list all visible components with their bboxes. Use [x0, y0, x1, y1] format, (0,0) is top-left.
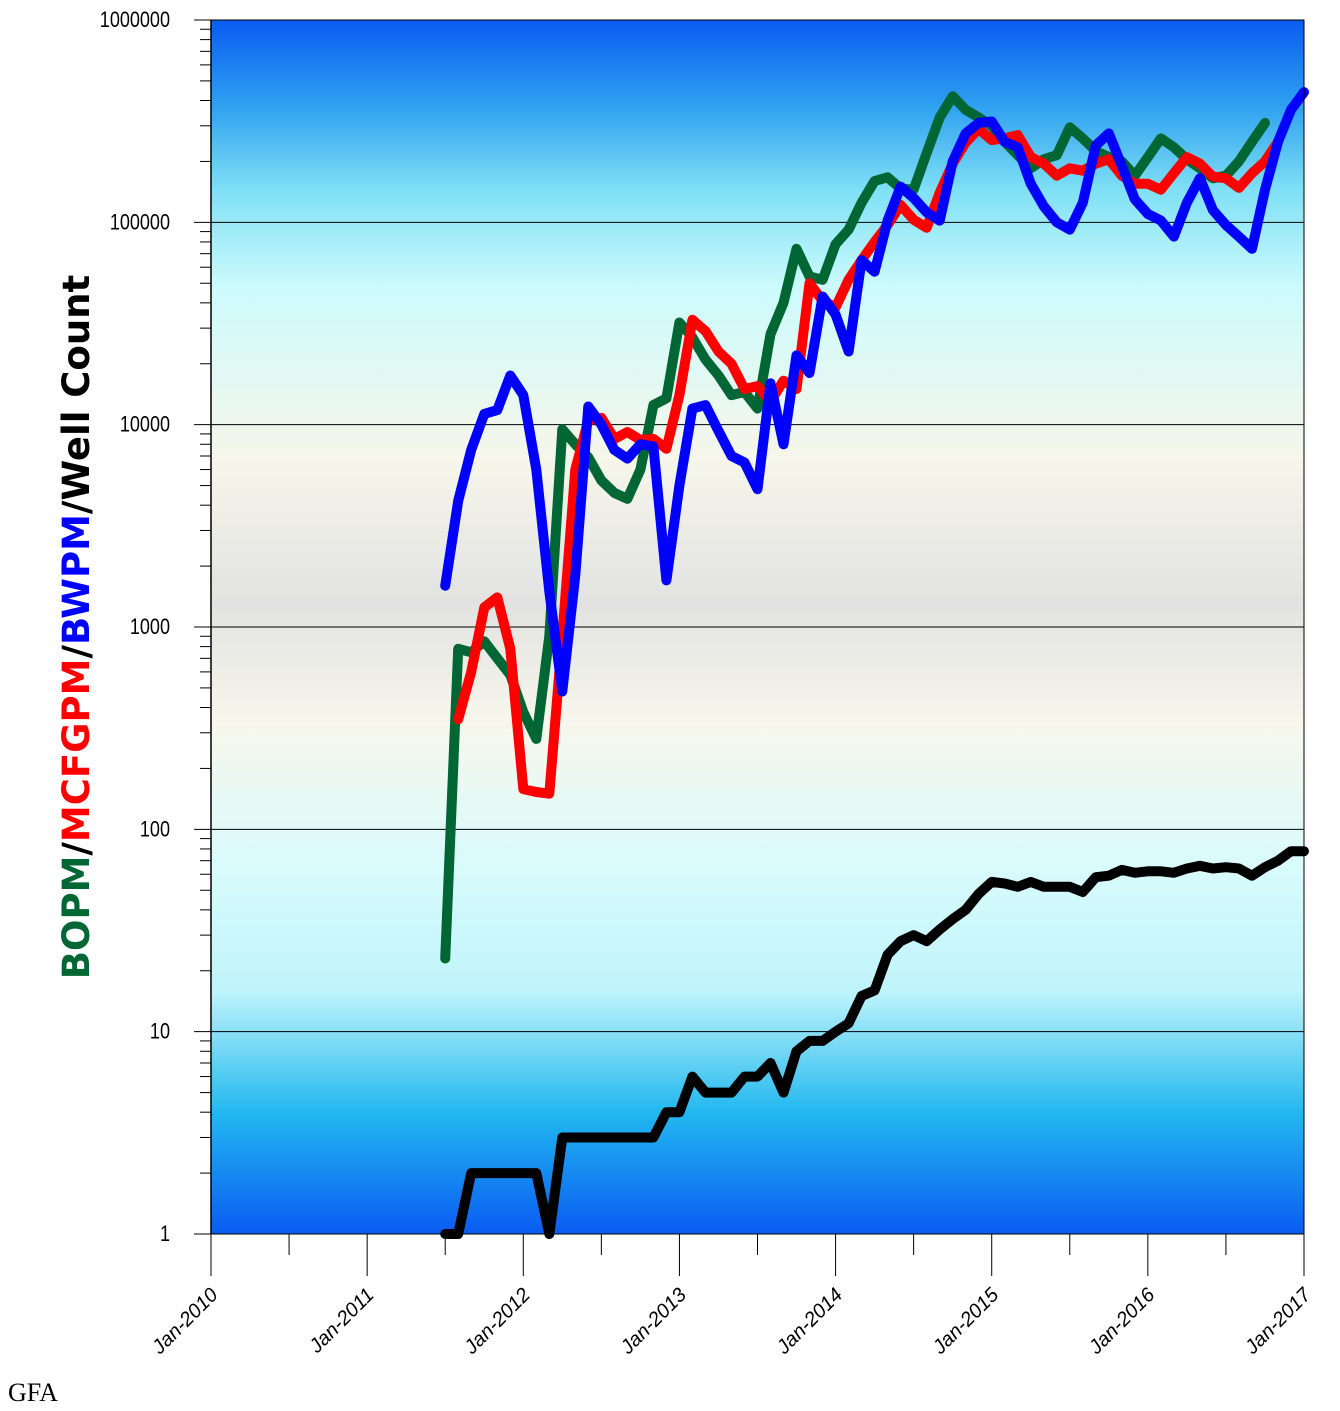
y-axis-title-part: / — [55, 842, 98, 856]
y-axis-ticks: 1 10 100 1000 10000 100000 1000000 — [100, 8, 212, 1246]
x-tick-label: Jan-2011 — [304, 1284, 378, 1358]
x-tick-label: Jan-2016 — [1084, 1283, 1160, 1359]
x-tick-label: Jan-2017 — [1240, 1283, 1316, 1359]
y-tick-label: 10000 — [120, 413, 170, 437]
watermark-text: GFA — [8, 1378, 59, 1407]
x-tick-label: Jan-2015 — [928, 1283, 1004, 1359]
y-tick-label: 1000000 — [100, 8, 170, 32]
y-axis-title-part: / — [55, 645, 98, 659]
x-tick-label: Jan-2010 — [147, 1284, 222, 1359]
y-tick-label: 1 — [160, 1222, 170, 1246]
y-axis-title-part: BWPM — [55, 514, 98, 645]
plot-frame — [210, 19, 1305, 1235]
y-axis-title-part: /Well Count — [55, 275, 98, 514]
y-tick-label: 100000 — [110, 211, 170, 235]
y-axis-title-text: BOPM/MCFGPM/BWPM/Well Count — [55, 275, 98, 979]
series-lines — [440, 87, 1309, 1239]
y-tick-label: 10 — [150, 1020, 170, 1044]
grid-lines — [211, 221, 1304, 1033]
y-tick-label: 100 — [140, 818, 170, 842]
x-axis-ticks: Jan-2010 Jan-2011 Jan-2012 Jan-2013 Jan-2014… — [147, 1234, 1316, 1359]
y-axis-title: BOPM/MCFGPM/BWPM/Well Count — [55, 275, 98, 979]
series-line-water — [440, 87, 1309, 697]
y-axis-title-part: BOPM — [55, 856, 98, 980]
y-tick-label: 1000 — [130, 615, 170, 639]
series-line-well-count — [440, 846, 1309, 1239]
x-tick-label: Jan-2012 — [460, 1284, 535, 1359]
x-tick-label: Jan-2013 — [616, 1284, 691, 1359]
x-tick-label: Jan-2014 — [772, 1284, 847, 1359]
y-axis-title-part: MCFGPM — [55, 659, 98, 843]
